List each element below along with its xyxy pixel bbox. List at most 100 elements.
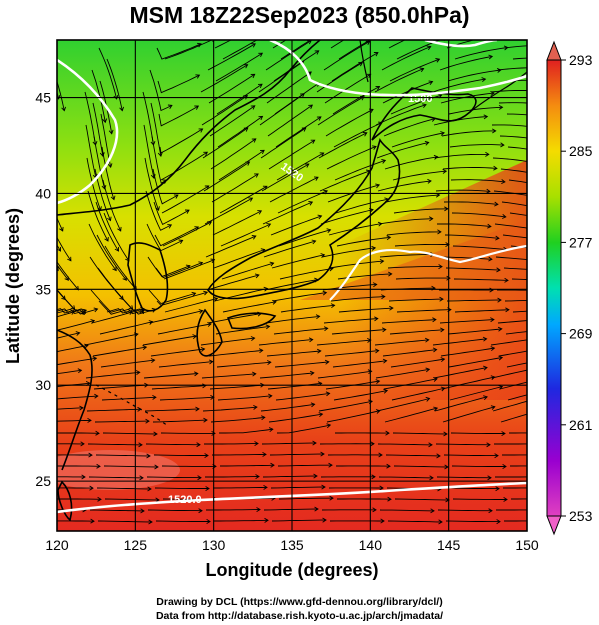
streamline	[506, 362, 527, 368]
streamline-arrowhead	[139, 475, 144, 481]
streamline-arrowhead	[81, 474, 86, 480]
streamline-arrowhead	[267, 360, 272, 365]
streamline-arrowhead	[543, 162, 547, 166]
streamline	[99, 321, 153, 335]
streamline	[28, 125, 38, 178]
streamline-arrowhead	[87, 418, 92, 423]
streamline-arrowhead	[365, 40, 371, 46]
streamline-arrowhead	[308, 337, 314, 343]
streamline-arrowhead	[154, 464, 159, 470]
streamline	[385, 454, 441, 457]
coastline-sakhalin	[359, 40, 369, 83]
coastline-shikoku	[226, 312, 277, 330]
streamline-arrowhead	[45, 119, 49, 123]
streamline	[215, 52, 263, 82]
streamline-arrowhead	[265, 324, 271, 330]
streamline	[497, 320, 527, 324]
streamline	[394, 243, 450, 247]
streamline	[204, 443, 259, 445]
x-tick-label: 145	[437, 537, 461, 553]
streamline	[433, 367, 488, 379]
streamline	[511, 278, 527, 280]
coastline-kurils	[469, 71, 527, 113]
streamline	[272, 40, 287, 49]
streamline	[211, 173, 259, 203]
streamline	[376, 142, 429, 159]
streamline-arrowhead	[371, 245, 377, 251]
streamline-arrowhead	[446, 275, 451, 281]
streamline	[396, 309, 451, 313]
streamline-arrowhead	[316, 116, 322, 121]
streamline-arrowhead	[110, 195, 116, 201]
streamline-arrowhead	[379, 485, 384, 491]
streamline-arrowhead	[184, 209, 190, 214]
streamline-arrowhead	[437, 229, 442, 235]
streamline-arrowhead	[117, 226, 122, 232]
streamline	[271, 254, 325, 269]
streamline	[445, 520, 500, 523]
streamline	[379, 509, 435, 512]
streamline	[278, 497, 334, 500]
x-axis-label: Longitude (degrees)	[205, 560, 378, 580]
streamline-arrowhead	[438, 264, 443, 270]
streamline	[450, 432, 505, 434]
streamline-arrowhead	[563, 307, 567, 311]
streamline-arrowhead	[359, 96, 365, 101]
streamline	[503, 267, 527, 270]
streamline-arrowhead	[257, 210, 263, 215]
streamline-arrowhead	[310, 139, 316, 144]
streamline	[442, 167, 497, 170]
streamline	[503, 487, 527, 489]
streamline-arrowhead	[194, 371, 199, 377]
streamline	[319, 170, 371, 192]
streamline	[35, 103, 45, 156]
streamline	[490, 339, 527, 346]
streamline-arrowhead	[561, 249, 565, 253]
streamline	[511, 498, 527, 500]
streamline-arrowhead	[262, 452, 267, 457]
streamline	[375, 368, 430, 379]
streamline-arrowhead	[308, 201, 314, 206]
streamline	[219, 428, 273, 434]
streamline-arrowhead	[436, 453, 441, 459]
streamline	[321, 247, 376, 258]
streamline-arrowhead	[488, 508, 493, 514]
streamline	[435, 443, 491, 446]
streamline-arrowhead	[314, 50, 320, 55]
streamline-arrowhead	[314, 506, 319, 512]
contour-1520-south	[57, 481, 527, 514]
streamline-arrowhead	[89, 485, 94, 491]
streamline-arrowhead	[491, 128, 497, 134]
streamline	[386, 231, 441, 236]
streamline	[142, 335, 197, 346]
y-axis-label: Latitude (degrees)	[3, 208, 23, 364]
streamline-arrowhead	[263, 485, 268, 490]
streamline	[451, 465, 506, 467]
streamline	[389, 58, 440, 82]
streamline	[317, 96, 365, 126]
colorbar-tick-label: 253	[569, 508, 593, 524]
streamline-arrowhead	[309, 370, 315, 376]
streamline-arrowhead	[75, 331, 81, 336]
streamline	[501, 201, 527, 207]
streamline-arrowhead	[254, 273, 260, 279]
y-tick-label: 25	[35, 473, 51, 489]
streamline	[260, 403, 315, 412]
streamline-arrowhead	[197, 42, 202, 48]
streamline-arrowhead	[269, 261, 275, 267]
streamline-arrowhead	[77, 368, 83, 374]
streamline	[262, 201, 313, 225]
streamline	[96, 487, 152, 490]
streamline	[433, 116, 488, 126]
streamline	[432, 78, 486, 93]
streamline	[57, 419, 92, 422]
streamline-arrowhead	[204, 453, 209, 458]
streamline-arrowhead	[381, 159, 387, 164]
streamline-arrowhead	[243, 64, 249, 69]
streamline	[387, 266, 442, 269]
streamline	[509, 212, 527, 216]
streamline-arrowhead	[135, 370, 141, 375]
streamline	[57, 369, 82, 375]
streamline-arrowhead	[380, 518, 385, 524]
streamline-arrowhead	[266, 32, 270, 36]
